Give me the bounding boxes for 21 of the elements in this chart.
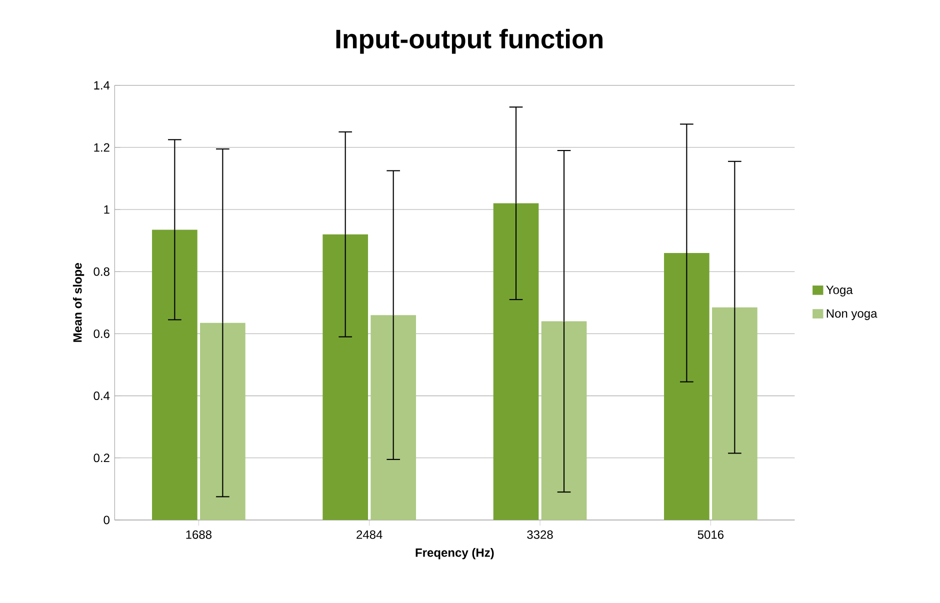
x-tick-label: 1688 — [186, 530, 212, 540]
bar — [664, 253, 710, 520]
y-tick-label: 0.6 — [94, 330, 110, 338]
y-tick-label: 0 — [104, 516, 110, 524]
y-tick-label: 0.4 — [94, 392, 110, 400]
chart-title: Input-output function — [336, 29, 602, 54]
bar — [493, 203, 539, 520]
y-tick-label: 0.2 — [94, 454, 110, 462]
y-tick-label: 1.2 — [94, 143, 110, 152]
y-tick-label: 1 — [104, 206, 110, 214]
y-axis-title: Mean of slope — [72, 263, 84, 342]
y-tick-label: 0.8 — [94, 268, 110, 276]
legend-label: Yoga — [826, 286, 853, 297]
x-tick-label: 5016 — [698, 530, 724, 540]
legend-label: Non yoga — [826, 309, 878, 320]
x-tick-label: 3328 — [527, 530, 553, 540]
y-tick-label: 1.4 — [94, 81, 110, 90]
bar — [322, 234, 368, 520]
x-tick-label: 2484 — [356, 530, 382, 540]
x-axis-title: Freqency (Hz) — [416, 548, 494, 560]
bar — [152, 230, 198, 520]
